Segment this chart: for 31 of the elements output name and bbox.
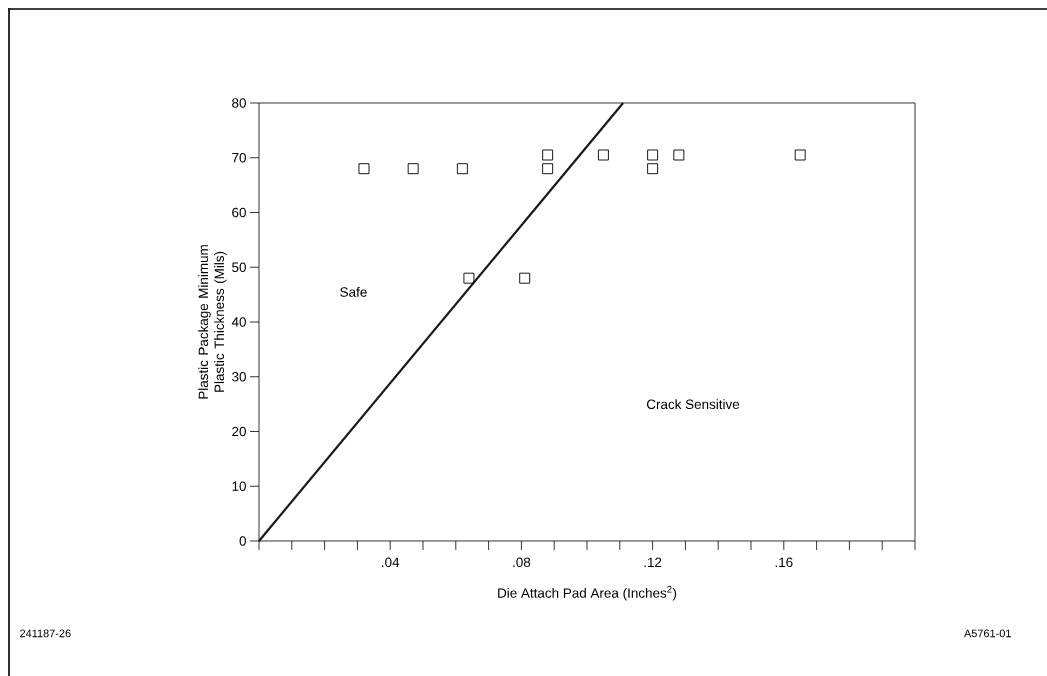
annotation: Safe [340,286,367,297]
y-tick-label: 40 [231,317,246,327]
point [407,163,419,175]
x-tick-label: .16 [775,557,793,568]
x-tick-label: .08 [513,557,531,568]
point [456,163,468,175]
text: 241187-26 [20,629,71,638]
y-axis-title: Plastic Package Minimum Plastic Thickness (Mils) [198,245,227,399]
x-axis-title: Die Attach Pad Area (Inches$^{2}$) [498,585,677,601]
point [794,149,806,161]
point [647,163,659,175]
point [519,272,531,284]
y-tick-label: 10 [232,481,246,491]
point [597,149,609,161]
y-tick-label: 80 [232,98,246,108]
y-tick-label: 20 [232,426,246,437]
y-tick-label: 60 [232,207,246,218]
point [542,149,554,161]
x-tick-label: .04 [382,557,400,568]
point [647,149,659,161]
y-tick-label: 70 [232,152,246,163]
point [673,149,685,161]
point [542,163,554,175]
point [463,272,475,284]
y-tick-label: 30 [232,371,246,382]
x-tick-label: .12 [644,557,662,567]
y-tick-label: 50 [232,262,246,272]
text: A5761-01 [963,629,1011,638]
point [358,163,370,175]
y-tick-label: 0 [239,536,246,546]
annotation: Crack Sensitive [646,399,740,410]
